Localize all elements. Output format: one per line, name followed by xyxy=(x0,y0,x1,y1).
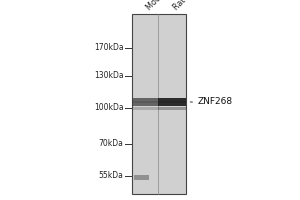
Bar xyxy=(158,98,186,106)
Text: 170kDa: 170kDa xyxy=(94,44,124,52)
Text: Mouse kidney: Mouse kidney xyxy=(145,0,190,12)
Bar xyxy=(132,101,158,103)
Bar xyxy=(158,101,186,103)
Text: 130kDa: 130kDa xyxy=(94,72,124,80)
Bar xyxy=(132,14,186,194)
Text: Rat ovary: Rat ovary xyxy=(172,0,206,12)
Text: 70kDa: 70kDa xyxy=(99,140,124,148)
Bar xyxy=(158,107,186,110)
Text: 55kDa: 55kDa xyxy=(99,171,124,180)
Bar xyxy=(132,107,158,110)
Bar xyxy=(134,174,148,180)
Bar xyxy=(132,98,158,106)
Text: 100kDa: 100kDa xyxy=(94,104,124,112)
Text: ZNF268: ZNF268 xyxy=(190,98,233,106)
